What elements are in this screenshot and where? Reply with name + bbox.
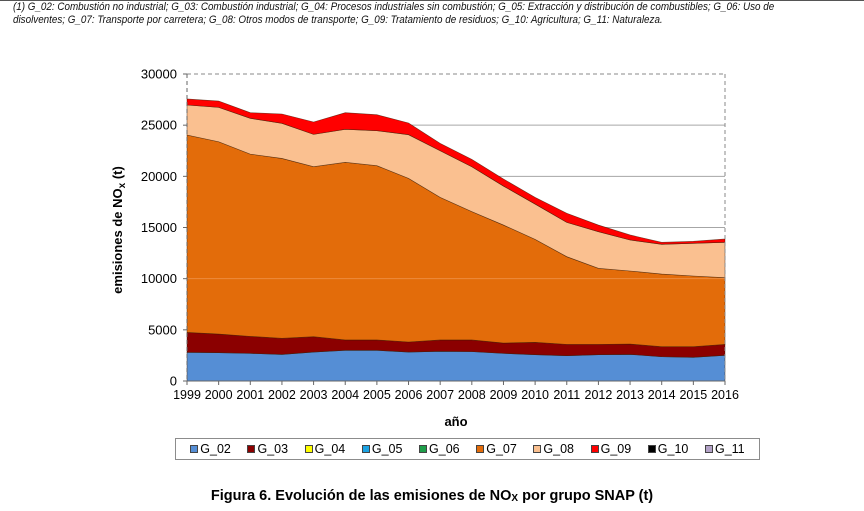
legend-item-g-05: G_05 xyxy=(361,442,403,456)
legend-label: G_09 xyxy=(600,442,632,456)
legend-item-g-08: G_08 xyxy=(533,442,574,456)
legend-label: G_11 xyxy=(714,442,745,456)
legend-item-g-11: G_11 xyxy=(704,442,745,456)
x-tick-label: 2007 xyxy=(426,388,454,402)
y-tick-label: 10000 xyxy=(141,271,177,286)
x-tick-label: 2015 xyxy=(679,388,707,402)
y-axis-ticks: 0 5000 10000 15000 20000 25000 30000 xyxy=(141,67,187,389)
legend-item-g-04: G_04 xyxy=(304,442,346,456)
x-tick-label: 2011 xyxy=(553,388,580,402)
x-axis-label: año xyxy=(444,414,467,429)
y-tick-label: 5000 xyxy=(148,322,177,337)
x-tick-label: 2003 xyxy=(300,388,328,402)
caption-prefix: Figura 6. Evolución de las emisiones de … xyxy=(210,488,512,504)
x-tick-label: 1999 xyxy=(173,388,201,402)
legend-swatch xyxy=(476,445,485,453)
legend-swatch xyxy=(704,445,713,453)
legend-label: G_04 xyxy=(314,442,346,456)
x-tick-label: 2016 xyxy=(711,388,739,402)
x-axis-ticks: 1999 2000 2001 2002 2003 2004 2005 2006 2007 2008… xyxy=(173,381,739,402)
legend-label: G_05 xyxy=(371,442,403,456)
x-tick-label: 2006 xyxy=(395,388,423,402)
x-tick-label: 2010 xyxy=(521,388,549,402)
legend-label: G_10 xyxy=(657,442,689,456)
top-rule xyxy=(0,0,864,1)
x-tick-label: 2001 xyxy=(236,388,264,402)
figure-caption: Figura 6. Evolución de las emisiones de … xyxy=(0,488,864,504)
x-tick-label: 2004 xyxy=(331,388,359,402)
y-tick-label: 20000 xyxy=(141,169,177,184)
legend-label: G_08 xyxy=(543,442,575,456)
y-tick-label: 15000 xyxy=(141,220,177,235)
legend-item-g-10: G_10 xyxy=(647,442,689,456)
x-tick-label: 2008 xyxy=(458,388,486,402)
y-tick-label: 25000 xyxy=(141,118,177,133)
x-tick-label: 2012 xyxy=(585,388,613,402)
legend-label: G_06 xyxy=(429,442,460,456)
legend-swatch xyxy=(590,445,599,453)
y-axis-label: emisiones de NOx (t) xyxy=(110,166,128,294)
y-tick-label: 30000 xyxy=(141,67,177,82)
legend-swatch xyxy=(647,445,656,453)
x-tick-label: 2000 xyxy=(205,388,233,402)
areas xyxy=(186,98,726,382)
caption-subscript: X xyxy=(511,493,519,504)
legend: G_02 G_03 G_04 G_05 G_06 G_07 G_08 G_09 G_10 G_11 xyxy=(175,438,760,460)
legend-swatch xyxy=(304,445,313,453)
x-tick-label: 2009 xyxy=(490,388,518,402)
x-tick-label: 2013 xyxy=(616,388,644,402)
legend-swatch xyxy=(190,445,199,453)
legend-item-g-06: G_06 xyxy=(419,442,460,456)
legend-label: G_03 xyxy=(257,442,289,456)
y-tick-label: 0 xyxy=(170,374,177,389)
footnote: (1) G_02: Combustión no industrial; G_03… xyxy=(13,1,775,26)
x-tick-label: 2002 xyxy=(268,388,296,402)
legend-label: G_07 xyxy=(486,442,517,456)
legend-swatch xyxy=(361,445,370,453)
x-tick-label: 2014 xyxy=(648,388,676,402)
legend-swatch xyxy=(247,445,256,453)
legend-item-g-02: G_02 xyxy=(190,442,231,456)
caption-suffix: por grupo SNAP (t) xyxy=(518,488,654,504)
legend-swatch xyxy=(533,445,542,453)
x-tick-label: 2005 xyxy=(363,388,391,402)
legend-item-g-03: G_03 xyxy=(247,442,288,456)
legend-item-g-09: G_09 xyxy=(590,442,632,456)
legend-swatch xyxy=(419,445,428,453)
legend-label: G_02 xyxy=(200,442,231,456)
legend-item-g-07: G_07 xyxy=(476,442,517,456)
